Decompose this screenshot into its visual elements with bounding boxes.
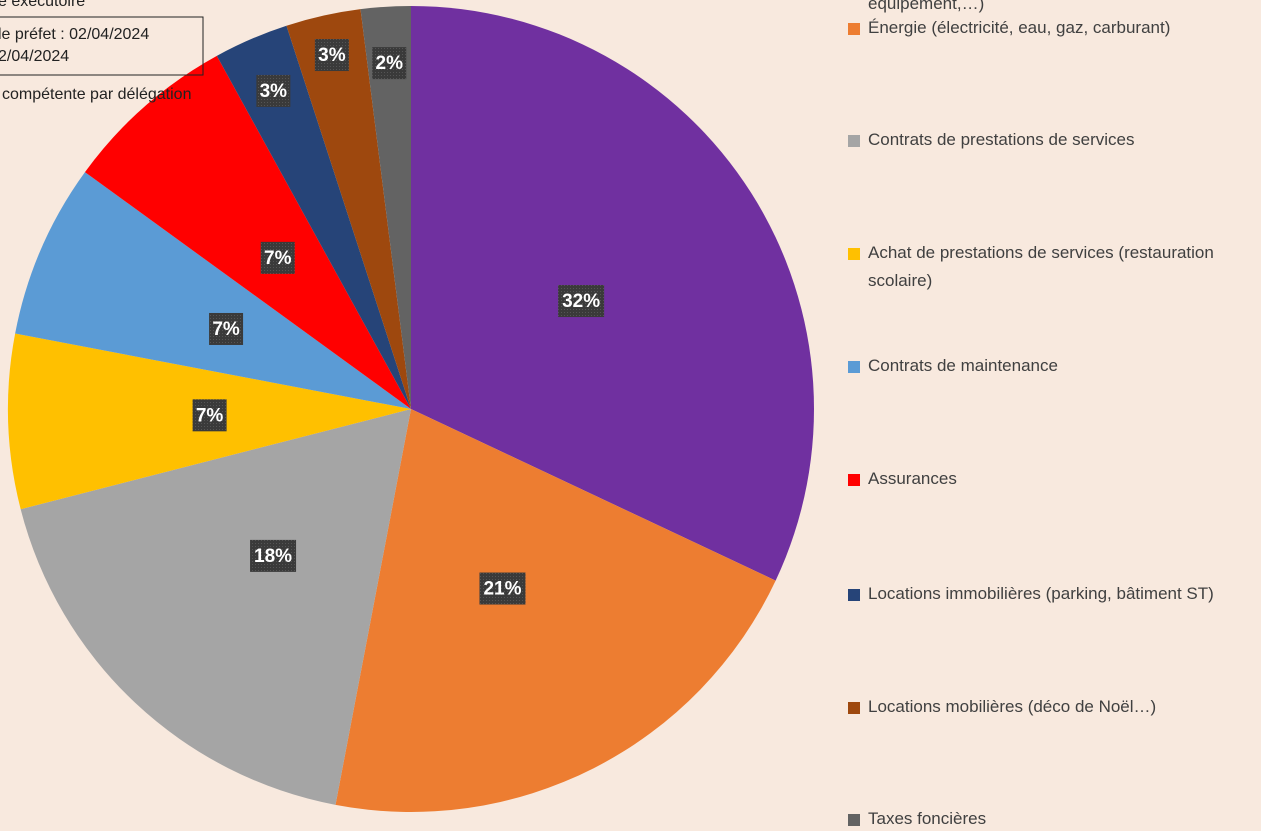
legend-swatch <box>848 474 860 486</box>
stamp-line: 2/04/2024 <box>0 48 69 65</box>
legend-label: équipement,…) <box>868 0 984 13</box>
pie-slice <box>286 9 411 410</box>
legend-swatch <box>848 814 860 826</box>
pie-slice <box>360 6 411 409</box>
data-label-box <box>558 285 605 318</box>
stamp-line: e exécutoire <box>0 0 85 10</box>
pie-slice <box>84 55 411 409</box>
data-label: 32% <box>562 291 600 312</box>
pie-slice <box>216 25 411 410</box>
legend-label: Contrats de maintenance <box>868 356 1058 375</box>
legend-swatch <box>848 135 860 147</box>
legend-label: Achat de prestations de services (restau… <box>868 243 1214 290</box>
data-label-box <box>250 539 297 572</box>
legend-label: Assurances <box>868 469 957 488</box>
stamp-box <box>0 16 204 76</box>
data-labels: 32% 21% 18% 7% 7% 7% 3% 3% 2% <box>192 39 605 605</box>
data-label: 3% <box>260 81 288 102</box>
legend-swatch <box>848 361 860 373</box>
data-label-box <box>372 47 407 80</box>
stamp-line: compétente par délégation <box>2 86 191 103</box>
data-label: 7% <box>212 319 240 340</box>
data-label-box <box>314 39 349 72</box>
pie-slice <box>20 409 412 805</box>
legend-swatch <box>848 23 860 35</box>
data-label: 3% <box>318 45 346 66</box>
data-label: 21% <box>483 579 521 600</box>
stamp-line: le préfet : 02/04/2024 <box>0 26 149 43</box>
data-label-box <box>209 312 244 345</box>
pie <box>8 6 814 812</box>
legend-label: Locations immobilières (parking, bâtimen… <box>868 584 1214 603</box>
data-label-box <box>479 572 526 605</box>
pie-slice <box>15 172 411 409</box>
data-label: 18% <box>254 546 292 567</box>
legend-swatch <box>848 589 860 601</box>
legend: équipement,…) Énergie (électricité, eau, … <box>848 0 1214 828</box>
legend-label: Taxes foncières <box>868 809 986 828</box>
pie-slice <box>335 409 776 812</box>
data-label: 2% <box>376 53 404 74</box>
legend-swatch <box>848 702 860 714</box>
legend-swatch <box>848 248 860 260</box>
data-label: 7% <box>264 248 292 269</box>
data-label: 7% <box>196 405 224 426</box>
legend-label: Locations mobilières (déco de Noël…) <box>868 697 1156 716</box>
legend-label: Énergie (électricité, eau, gaz, carburan… <box>868 18 1170 37</box>
data-label-box <box>192 399 227 432</box>
pie-slice <box>411 6 814 581</box>
legend-label: Contrats de prestations de services <box>868 130 1134 149</box>
data-label-box <box>260 241 295 274</box>
data-label-box <box>256 74 291 107</box>
